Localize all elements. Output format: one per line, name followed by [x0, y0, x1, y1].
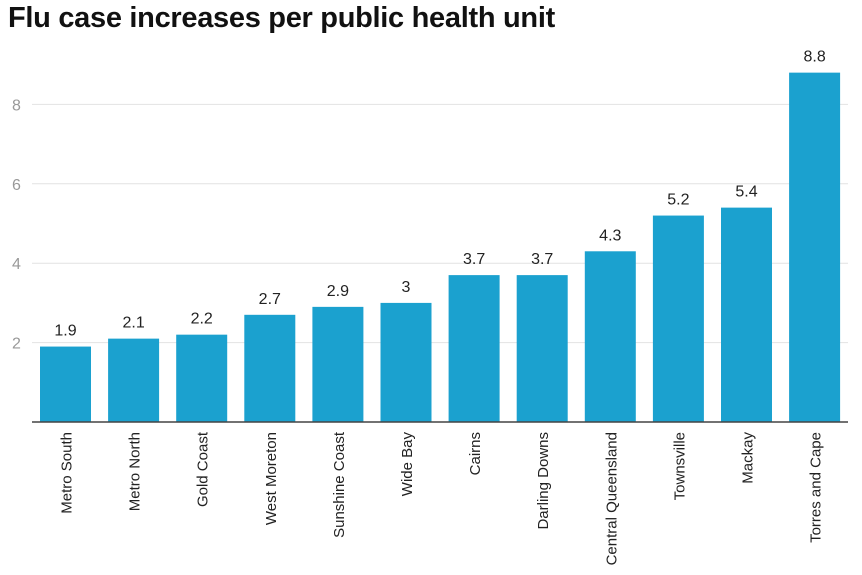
bar [652, 215, 704, 422]
x-tick-label: Darling Downs [535, 432, 552, 530]
bar [244, 314, 296, 422]
data-label: 3.7 [463, 251, 485, 268]
data-label: 2.2 [191, 311, 213, 328]
x-tick-label: Sunshine Coast [331, 431, 348, 538]
data-label: 2.1 [122, 315, 144, 332]
bar [721, 207, 772, 422]
y-tick-label: 6 [12, 177, 21, 194]
bar [176, 334, 228, 422]
bar [584, 251, 636, 422]
y-tick-label: 4 [12, 256, 21, 273]
chart-title: Flu case increases per public health uni… [8, 2, 555, 34]
bar [380, 302, 432, 422]
bar [40, 346, 91, 422]
x-tick-label: West Moreton [263, 432, 280, 525]
data-label: 5.2 [667, 192, 689, 209]
x-tick-label: Wide Bay [399, 432, 416, 497]
x-tick-label: Metro North [127, 432, 144, 511]
data-label: 8.8 [803, 49, 825, 66]
x-tick-label: Metro South [59, 432, 76, 514]
x-tick-label: Central Queensland [603, 432, 620, 565]
bar [516, 275, 568, 422]
y-tick-label: 2 [12, 336, 21, 353]
x-tick-label: Cairns [467, 432, 484, 475]
bar [312, 306, 364, 422]
data-label: 2.7 [259, 291, 281, 308]
x-tick-label: Gold Coast [195, 431, 212, 507]
data-label: 2.9 [327, 283, 349, 300]
x-tick-label: Torres and Cape [808, 432, 825, 543]
y-tick-label: 8 [12, 97, 21, 114]
data-label: 3.7 [531, 251, 553, 268]
bar [108, 338, 160, 422]
x-tick-label: Mackay [740, 432, 757, 484]
data-label: 3 [402, 279, 411, 296]
data-label: 1.9 [54, 323, 76, 340]
bar [789, 72, 841, 422]
x-tick-label: Townsville [671, 432, 688, 500]
data-label: 5.4 [735, 184, 757, 201]
data-label: 4.3 [599, 227, 621, 244]
bar [448, 275, 500, 422]
